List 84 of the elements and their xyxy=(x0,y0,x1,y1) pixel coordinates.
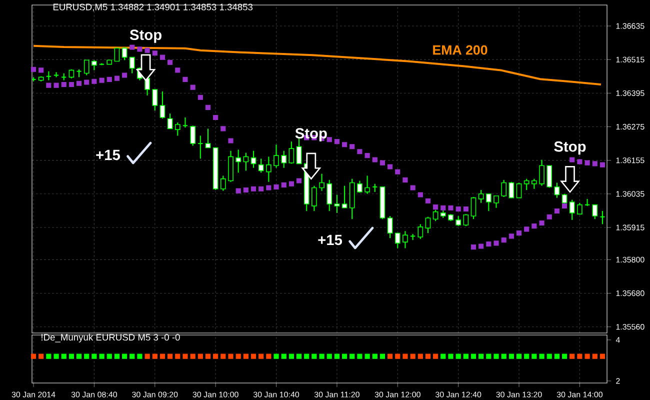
candlestick xyxy=(546,165,552,188)
candlestick xyxy=(220,175,226,192)
x-tick-label: 30 Jan 12:40 xyxy=(436,392,482,398)
candlestick xyxy=(152,88,158,112)
candlestick xyxy=(160,90,166,120)
y-tick-label: 1.35560 xyxy=(616,324,644,330)
candlestick xyxy=(418,224,424,240)
annotation: Stop xyxy=(295,128,327,142)
candlestick xyxy=(394,232,400,249)
y-tick-label: 1.36035 xyxy=(616,191,644,197)
x-tick-label: 30 Jan 2014 xyxy=(12,392,56,398)
candlestick xyxy=(190,125,196,146)
candlestick xyxy=(250,150,256,168)
candlestick xyxy=(508,181,514,198)
candlestick xyxy=(364,175,370,194)
candlestick xyxy=(288,141,294,164)
candlestick xyxy=(494,195,499,208)
candlestick xyxy=(129,56,135,74)
candlestick xyxy=(486,193,492,212)
candlestick xyxy=(53,72,60,78)
candlestick xyxy=(326,179,332,212)
x-tick-label: 30 Jan 08:40 xyxy=(71,392,118,398)
y-tick-label: 1.36635 xyxy=(616,23,644,29)
x-tick-label: 30 Jan 10:00 xyxy=(192,392,238,398)
candlestick xyxy=(198,135,204,160)
y-tick-label: 1.35800 xyxy=(616,256,644,263)
candlestick xyxy=(174,122,180,136)
x-tick-label: 30 Jan 10:40 xyxy=(253,392,300,398)
candlestick xyxy=(236,149,242,174)
line-series xyxy=(32,44,602,86)
y-tick-label: 2 xyxy=(616,378,620,384)
candlestick xyxy=(463,214,469,227)
candlestick xyxy=(516,182,522,198)
candlestick xyxy=(334,194,340,214)
candlestick xyxy=(577,202,582,215)
candlestick xyxy=(539,159,544,186)
x-tick-label: 30 Jan 12:00 xyxy=(374,392,420,398)
chart-title: !De_Munyuk EURUSD M5 3 -0 -0 xyxy=(42,334,180,342)
candlestick xyxy=(554,182,560,198)
candlestick xyxy=(167,113,173,130)
annotation: Stop xyxy=(554,141,586,155)
x-tick-label: 30 Jan 14:00 xyxy=(556,392,603,398)
candlestick xyxy=(357,180,362,194)
y-tick-label: 1.35680 xyxy=(616,290,644,296)
candlestick xyxy=(243,152,249,172)
x-tick-label: 30 Jan 09:20 xyxy=(132,392,178,398)
candlestick xyxy=(524,178,530,191)
chart-title: EURUSD,M5 1.34882 1.34901 1.34853 1.34853 xyxy=(53,4,253,12)
candlestick xyxy=(402,230,408,249)
candlestick xyxy=(84,60,90,76)
candlestick xyxy=(425,216,431,234)
y-tick-label: 1.36155 xyxy=(616,157,644,164)
candlestick xyxy=(281,150,287,168)
y-tick-label: 1.36395 xyxy=(616,90,644,96)
candlestick xyxy=(501,179,507,198)
candlestick xyxy=(319,173,324,192)
candlestick xyxy=(532,178,537,190)
candlestick xyxy=(92,60,97,71)
candlestick xyxy=(274,144,279,168)
y-tick-label: 1.36275 xyxy=(616,124,644,130)
candlestick xyxy=(470,196,476,220)
candlestick xyxy=(182,116,188,128)
candlestick xyxy=(387,215,393,239)
candlestick xyxy=(342,185,348,208)
candlestick xyxy=(600,210,606,225)
candlestick xyxy=(456,215,462,227)
candlestick xyxy=(592,204,598,220)
y-tick-label: 1.36515 xyxy=(616,56,644,62)
candlestick xyxy=(114,48,120,62)
candlestick xyxy=(478,189,484,204)
candlestick xyxy=(205,128,211,148)
candlestick xyxy=(122,46,128,61)
y-tick-label: 4 xyxy=(616,337,620,343)
y-tick-label: 1.35915 xyxy=(616,224,644,230)
x-tick-label: 30 Jan 13:20 xyxy=(496,392,542,398)
candlestick xyxy=(258,158,264,174)
annotation: Stop xyxy=(130,30,162,43)
candlestick xyxy=(569,199,575,220)
x-tick-label: 30 Jan 11:20 xyxy=(314,392,360,398)
annotation: +15 xyxy=(96,150,120,160)
candlestick xyxy=(312,185,317,212)
candlestick xyxy=(266,156,272,182)
annotation: +15 xyxy=(318,234,342,246)
annotation: EMA 200 xyxy=(433,45,488,55)
